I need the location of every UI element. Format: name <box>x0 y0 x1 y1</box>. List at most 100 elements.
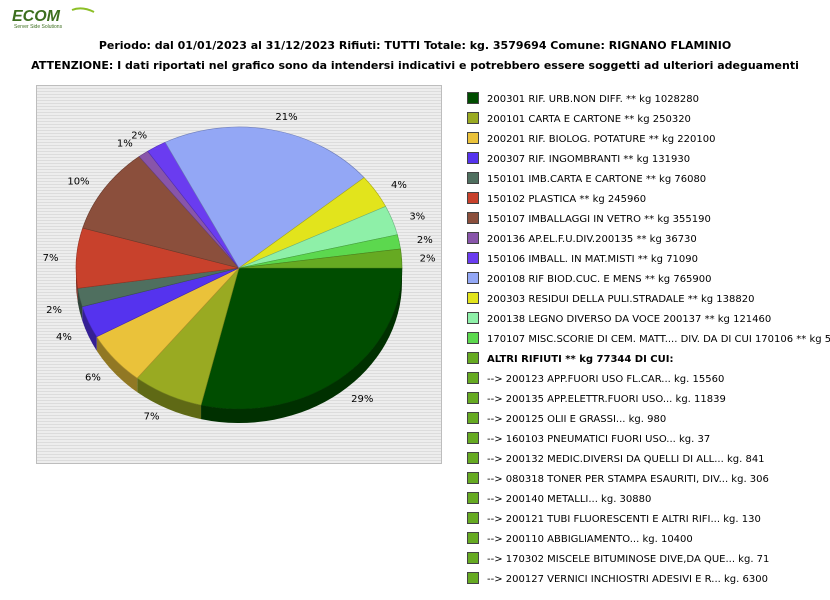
legend-swatch <box>467 492 479 504</box>
legend-label: --> 200140 METALLI... kg. 30880 <box>487 494 652 505</box>
legend-label: --> 200135 APP.ELETTR.FUORI USO... kg. 1… <box>487 394 726 405</box>
legend-swatch <box>467 452 479 464</box>
pie-slice-0 <box>200 267 403 410</box>
legend-label: 150102 PLASTICA ** kg 245960 <box>487 194 647 205</box>
pie-pct-label-9: 21% <box>275 112 297 123</box>
legend-subitem: --> 160103 PNEUMATICI FUORI USO... kg. 3… <box>467 430 830 450</box>
pie-pct-label-12: 2% <box>417 235 433 246</box>
legend-label: --> 200132 MEDIC.DIVERSI DA QUELLI DI AL… <box>487 454 765 465</box>
legend-label: --> 160103 PNEUMATICI FUORI USO... kg. 3… <box>487 434 711 445</box>
legend-label: 200108 RIF BIOD.CUC. E MENS ** kg 765900 <box>487 274 712 285</box>
legend-item: 200307 RIF. INGOMBRANTI ** kg 131930 <box>467 150 830 170</box>
legend-label: 200136 AP.EL.F.U.DIV.200135 ** kg 36730 <box>487 234 697 245</box>
legend-swatch <box>467 192 479 204</box>
legend-swatch <box>467 472 479 484</box>
legend-swatch <box>467 272 479 284</box>
legend-item: 200201 RIF. BIOLOG. POTATURE ** kg 22010… <box>467 130 830 150</box>
legend-subitem: --> 080318 TONER PER STAMPA ESAURITI, DI… <box>467 470 830 490</box>
legend-label: 200301 RIF. URB.NON DIFF. ** kg 1028280 <box>487 94 700 105</box>
legend-subitem: --> 200121 TUBI FLUORESCENTI E ALTRI RIF… <box>467 510 830 530</box>
legend-label: 170107 MISC.SCORIE DI CEM. MATT.... DIV.… <box>487 334 830 345</box>
pie-slice-9 <box>164 126 365 269</box>
warning-header: ATTENZIONE: I dati riportati nel grafico… <box>31 59 799 72</box>
pie-pct-label-11: 3% <box>409 212 425 223</box>
pie-pct-label-10: 4% <box>391 180 407 191</box>
legend-swatch <box>467 432 479 444</box>
legend-swatch <box>467 372 479 384</box>
pie-pct-label-4: 2% <box>46 305 62 316</box>
chart-legend: 200301 RIF. URB.NON DIFF. ** kg 1028280 2… <box>467 90 830 590</box>
pie-pct-label-2: 6% <box>85 373 101 384</box>
pie-slice-13 <box>238 248 403 269</box>
pie-side-3 <box>82 306 97 351</box>
pie-pct-label-1: 7% <box>144 412 160 423</box>
legend-label: 200307 RIF. INGOMBRANTI ** kg 131930 <box>487 154 691 165</box>
pie-side-5 <box>76 268 78 303</box>
legend-item: 150102 PLASTICA ** kg 245960 <box>467 190 830 210</box>
legend-swatch <box>467 172 479 184</box>
legend-subitem: --> 200123 APP.FUORI USO FL.CAR... kg. 1… <box>467 370 830 390</box>
legend-label: 200101 CARTA E CARTONE ** kg 250320 <box>487 114 691 125</box>
legend-subitem: --> 200140 METALLI... kg. 30880 <box>467 490 830 510</box>
pie-slice-6 <box>82 156 240 269</box>
legend-label: --> 200123 APP.FUORI USO FL.CAR... kg. 1… <box>487 374 725 385</box>
legend-label: ALTRI RIFIUTI ** kg 77344 DI CUI: <box>487 354 674 365</box>
legend-swatch <box>467 232 479 244</box>
legend-label: 200201 RIF. BIOLOG. POTATURE ** kg 22010… <box>487 134 716 145</box>
legend-item: 200108 RIF BIOD.CUC. E MENS ** kg 765900 <box>467 270 830 290</box>
legend-subitem: --> 200135 APP.ELETTR.FUORI USO... kg. 1… <box>467 390 830 410</box>
legend-item: 200138 LEGNO DIVERSO DA VOCE 200137 ** k… <box>467 310 830 330</box>
legend-swatch <box>467 252 479 264</box>
legend-swatch <box>467 112 479 124</box>
legend-swatch <box>467 332 479 344</box>
legend-swatch <box>467 412 479 424</box>
ecom-logo: ECOM Server Side Solutions <box>12 7 95 30</box>
legend-swatch <box>467 552 479 564</box>
pie-side-1 <box>137 378 202 420</box>
legend-swatch <box>467 512 479 524</box>
legend-label: --> 170302 MISCELE BITUMINOSE DIVE,DA QU… <box>487 554 770 565</box>
legend-item: 150106 IMBALL. IN MAT.MISTI ** kg 71090 <box>467 250 830 270</box>
legend-label: 150101 IMB.CARTA E CARTONE ** kg 76080 <box>487 174 707 185</box>
legend-label: 200303 RESIDUI DELLA PULI.STRADALE ** kg… <box>487 294 755 305</box>
legend-swatch <box>467 572 479 584</box>
legend-swatch <box>467 392 479 404</box>
legend-swatch <box>467 312 479 324</box>
legend-swatch <box>467 212 479 224</box>
legend-subitem: --> 200110 ABBIGLIAMENTO... kg. 10400 <box>467 530 830 550</box>
legend-subitem: --> 200127 VERNICI INCHIOSTRI ADESIVI E … <box>467 570 830 590</box>
pie-pct-label-7: 1% <box>117 138 133 149</box>
legend-item: 150107 IMBALLAGGI IN VETRO ** kg 355190 <box>467 210 830 230</box>
legend-subitem: --> 200125 OLII E GRASSI... kg. 980 <box>467 410 830 430</box>
pie-side-4 <box>77 288 83 321</box>
logo-tagline: Server Side Solutions <box>14 24 63 30</box>
legend-item: 150101 IMB.CARTA E CARTONE ** kg 76080 <box>467 170 830 190</box>
legend-item: 200101 CARTA E CARTONE ** kg 250320 <box>467 110 830 130</box>
legend-item: 200301 RIF. URB.NON DIFF. ** kg 1028280 <box>467 90 830 110</box>
legend-item: 170107 MISC.SCORIE DI CEM. MATT.... DIV.… <box>467 330 830 350</box>
pie-pct-label-13: 2% <box>420 253 436 264</box>
period-header: Periodo: dal 01/01/2023 al 31/12/2023 Ri… <box>98 39 732 52</box>
pie-pct-label-8: 2% <box>131 130 147 141</box>
legend-item: 200303 RESIDUI DELLA PULI.STRADALE ** kg… <box>467 290 830 310</box>
legend-label: 150107 IMBALLAGGI IN VETRO ** kg 355190 <box>487 214 711 225</box>
legend-swatch <box>467 92 479 104</box>
legend-label: 150106 IMBALL. IN MAT.MISTI ** kg 71090 <box>487 254 699 265</box>
legend-label: --> 200110 ABBIGLIAMENTO... kg. 10400 <box>487 534 693 545</box>
legend-swatch <box>467 352 479 364</box>
legend-label: --> 200125 OLII E GRASSI... kg. 980 <box>487 414 667 425</box>
legend-label: --> 200127 VERNICI INCHIOSTRI ADESIVI E … <box>487 574 768 585</box>
legend-swatch <box>467 152 479 164</box>
pie-pct-label-6: 10% <box>67 177 89 188</box>
pie-pct-label-3: 4% <box>56 332 72 343</box>
legend-swatch <box>467 292 479 304</box>
legend-label: --> 080318 TONER PER STAMPA ESAURITI, DI… <box>487 474 769 485</box>
legend-subitem: --> 200132 MEDIC.DIVERSI DA QUELLI DI AL… <box>467 450 830 470</box>
legend-swatch <box>467 132 479 144</box>
legend-subitem: --> 170302 MISCELE BITUMINOSE DIVE,DA QU… <box>467 550 830 570</box>
legend-swatch <box>467 532 479 544</box>
pie-pct-label-5: 7% <box>43 253 59 264</box>
pie-pct-label-0: 29% <box>351 394 373 405</box>
legend-item: ALTRI RIFIUTI ** kg 77344 DI CUI: <box>467 350 830 370</box>
